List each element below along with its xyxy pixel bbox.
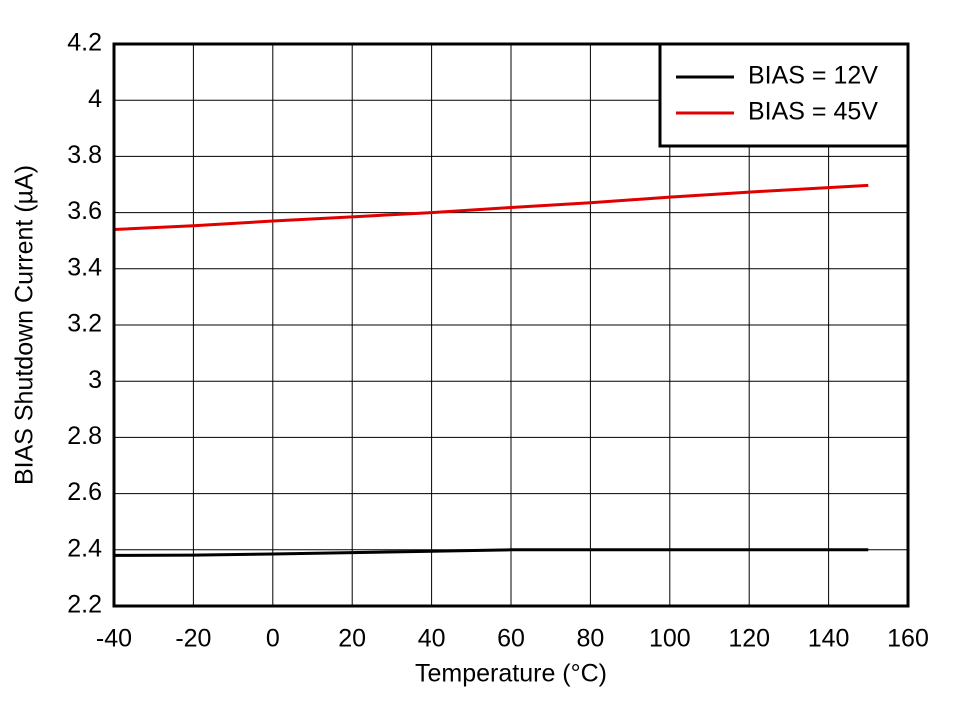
legend-box: [658, 42, 910, 148]
y-tick-label: 3.8: [67, 141, 102, 169]
x-tick-label: 0: [266, 625, 280, 653]
x-tick-label: 80: [576, 625, 604, 653]
x-tick-label: 160: [887, 625, 929, 653]
y-axis-label: BIAS Shutdown Current (µA): [11, 165, 39, 485]
x-tick-label: 100: [649, 625, 691, 653]
y-tick-label: 2.6: [67, 478, 102, 506]
y-tick-label: 2.8: [67, 422, 102, 450]
x-tick-label: 40: [418, 625, 446, 653]
legend-label: BIAS = 45V: [748, 98, 878, 126]
y-tick-label: 3.4: [67, 253, 102, 281]
legend-label: BIAS = 12V: [748, 62, 878, 90]
x-tick-label: -20: [175, 625, 211, 653]
y-tick-label: 3.2: [67, 310, 102, 338]
data-line: [113, 548, 869, 557]
x-tick-label: 140: [808, 625, 850, 653]
y-tick-label: 4.2: [67, 29, 102, 57]
x-axis-label: Temperature (°C): [415, 660, 607, 688]
y-tick-label: 3: [88, 366, 102, 394]
y-tick-label: 2.2: [67, 591, 102, 619]
y-tick-label: 4: [88, 85, 102, 113]
data-line: [113, 183, 869, 231]
x-tick-label: 60: [497, 625, 525, 653]
y-tick-label: 3.6: [67, 197, 102, 225]
x-tick-label: -40: [96, 625, 132, 653]
y-tick-label: 2.4: [67, 534, 102, 562]
x-tick-label: 20: [338, 625, 366, 653]
plot-frame: [112, 42, 910, 608]
x-tick-label: 120: [728, 625, 770, 653]
